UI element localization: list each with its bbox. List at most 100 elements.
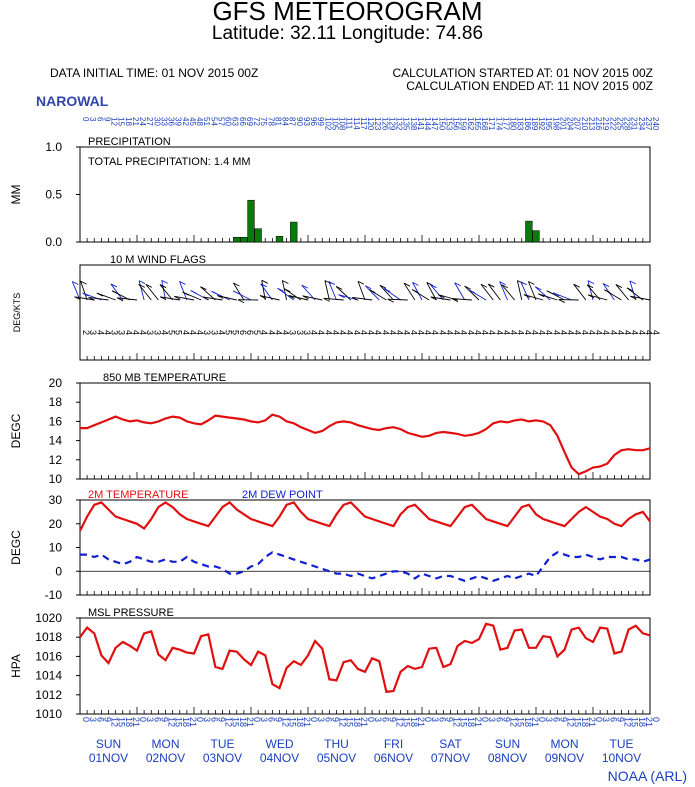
wind-barb-flag [111,290,119,295]
wind-barb-flag [338,294,345,299]
wind-barb [352,296,373,301]
wind-speed-label: 4 [387,330,397,335]
wind-barb-flag [233,282,240,287]
hour-label-top: 147 [430,117,439,131]
hour-label-top: 162 [466,117,475,131]
wind-barb-flag [259,295,267,299]
hour-label-bottom: 21 [587,717,597,727]
hour-label-top: 54 [209,117,218,126]
wind-barb [412,282,423,301]
wind-speed-label: 4 [430,330,440,335]
hour-label-top: 171 [487,117,496,131]
wind-barb-flag [301,284,308,289]
hour-label-top: 120 [366,117,375,131]
wind-barb [487,283,501,301]
hour-label-bottom: 21 [188,717,198,727]
wind-speed-label: 4 [630,330,640,335]
hour-label-top: 168 [480,117,489,131]
wind-speed-label: 4 [466,330,476,335]
y-tick-label: -10 [45,588,63,602]
precip-total: TOTAL PRECIPITATION: 1.4 MM [88,156,251,168]
y-tick-label: 10 [49,541,63,555]
hour-label-top: 138 [409,117,418,131]
wind-speed-label: 4 [181,330,191,335]
hour-label-bottom: 9 [387,717,397,722]
wind-barb-flag [202,296,209,301]
y-axis-label: HPA [9,654,23,678]
wind-speed-label: 3 [288,330,298,335]
panel-label: PRECIPITATION [88,136,171,148]
wind-barb [383,288,401,301]
hour-label-bottom: 18 [181,717,191,727]
panel-frame [79,264,651,361]
calc-end-label: CALCULATION ENDED AT: 11 NOV 2015 00Z [406,79,653,93]
hour-label-bottom: 3 [316,717,326,722]
wind-barb-flag [74,296,81,301]
hour-label-bottom: 3 [373,717,383,722]
y-axis-label: DEGC [9,530,23,565]
hour-label-top: 177 [501,117,510,131]
hour-label-bottom: 12 [281,717,291,727]
wind-barb [328,281,337,301]
legend-temp: 2M TEMPERATURE [88,489,188,501]
wind-barb-flag [615,284,623,288]
hour-label-bottom: 12 [509,717,519,727]
precip-bar [290,221,298,243]
hour-label-top: 42 [181,117,190,126]
wind-barb [302,295,323,301]
y-tick-label: 0 [55,564,62,578]
date-label: 03NOV [203,751,242,765]
hour-label-top: 207 [573,117,582,131]
panel-frame [79,382,651,480]
wind-speed-label: 4 [359,330,369,335]
wind-barb-flag [110,283,118,288]
hour-label-bottom: 18 [124,717,134,727]
day-label: MON [551,737,579,751]
wind-barb-flag [430,296,437,301]
hour-label-top: 141 [416,117,425,131]
hour-label-bottom: 0 [81,717,91,722]
wind-speed-label: 4 [558,330,568,335]
y-tick-label: 20 [49,376,63,390]
hour-label-top: 228 [623,117,632,131]
y-tick-label: 18 [49,395,63,409]
y-tick-label: 14 [49,434,63,448]
wind-barb-flag [116,297,124,302]
hour-label-top: 36 [167,117,176,126]
wind-barb-flag [468,289,476,294]
wind-barb [573,283,587,301]
wind-speed-label: 4 [409,330,419,335]
wind-speed-label: 4 [273,330,283,335]
wind-barb-flag [284,288,291,293]
wind-speed-label: 3 [152,330,162,335]
hour-label-bottom: 15 [630,717,640,727]
wind-barb-flag [182,291,189,296]
wind-barb [232,282,245,301]
hour-label-bottom: 9 [558,717,568,722]
hour-label-bottom: 6 [209,717,219,722]
date-label: 01NOV [89,751,128,765]
wind-barb [480,283,494,301]
hour-label-top: 195 [544,117,553,131]
wind-barb [281,280,288,301]
hour-label-bottom: 18 [580,717,590,727]
wind-barb [80,280,88,301]
hour-label-top: 72 [252,117,261,126]
wind-barb-flag [369,289,376,294]
wind-speed-label: 4 [95,330,105,335]
wind-barb [587,294,608,301]
wind-barb-flag [626,287,634,292]
wind-barb-flag [217,295,224,299]
hour-label-top: 150 [437,117,446,131]
wind-speed-label: 4 [281,330,291,335]
y-tick-label: 1018 [35,630,62,644]
wind-speed-label: 4 [487,330,497,335]
wind-barb [451,298,472,301]
hour-label-top: 225 [615,117,624,131]
wind-barb-flag [430,284,437,289]
init-time-label: DATA INITIAL TIME: 01 NOV 2015 00Z [50,66,259,80]
wind-speed-label: 4 [551,330,561,335]
wind-barb [403,282,416,301]
hour-label-bottom: 9 [273,717,283,722]
